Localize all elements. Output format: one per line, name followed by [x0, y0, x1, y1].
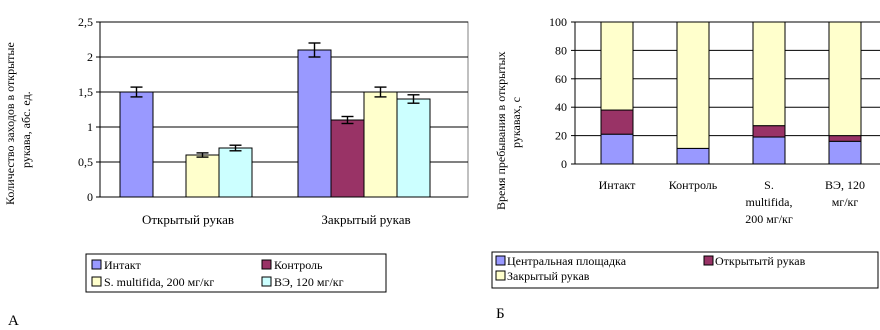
chart-a-tick-label: 1,5	[78, 85, 93, 99]
chart-b-category-label: мг/кг	[832, 195, 859, 209]
chart-a-legend-swatch	[91, 276, 102, 287]
panel-label-a: А	[8, 313, 19, 329]
chart-a-ylabel-line2: рукава, абс. ед.	[19, 91, 33, 168]
chart-b-tick-label: 40	[555, 100, 567, 114]
chart-a-bar	[363, 91, 398, 198]
chart-b-tick-label: 20	[555, 129, 567, 143]
chart-a-tick-label: 1	[87, 120, 93, 134]
chart-b-category-label: S.	[764, 178, 774, 192]
chart-a-bars	[119, 42, 431, 198]
chart-b-bar-segment	[828, 135, 862, 142]
chart-a-y-ticks: 0 0,5 1 1,5 2 2,5	[78, 15, 100, 204]
chart-a-bar	[330, 119, 365, 198]
chart-b-bar-segment	[752, 125, 786, 138]
chart-b-bar-segment	[752, 136, 786, 165]
chart-a-legend-swatch	[91, 259, 102, 270]
chart-b-legend-label: Закрытый рукав	[507, 269, 590, 283]
chart-a-tick-label: 2,5	[78, 15, 93, 29]
chart-b-bar-segment	[828, 140, 862, 165]
chart-b-bar-segment	[676, 21, 710, 149]
chart-b-bar-segment	[752, 21, 786, 127]
chart-a-legend	[85, 253, 387, 293]
chart-a-legend-swatch	[261, 276, 272, 287]
chart-a-tick-label: 0	[87, 190, 93, 204]
chart-a-legend-label: ВЭ, 120 мг/кг	[274, 275, 344, 289]
chart-b-legend-items: Центральная площадка Открытытй рукав Закры…	[495, 254, 806, 283]
chart-a-bar	[396, 98, 431, 198]
chart-a-legend-label: Интакт	[104, 258, 141, 272]
chart-b-ylabel: Время пребывания в открытых	[494, 51, 508, 210]
chart-a: Количество заходов в открытые 0 0,5 1 1,5 2 2…	[3, 15, 469, 329]
chart-a-tick-label: 0,5	[78, 155, 93, 169]
chart-b-tick-label: 80	[555, 43, 567, 57]
chart-b-bar-segment	[600, 109, 634, 135]
chart-b-tick-label: 0	[561, 157, 567, 171]
chart-a-x-labels: Открытый рукав Закрытый рукав	[142, 212, 411, 227]
chart-b-category-label: ВЭ, 120	[825, 178, 865, 192]
chart-a-ylabel-line1: Количество заходов в открытые	[3, 42, 17, 205]
chart-b-bar-segment	[676, 147, 710, 165]
chart-a-bar	[218, 147, 253, 198]
chart-b-bar-segment	[600, 21, 634, 111]
panel-label-b: Б	[496, 306, 505, 322]
chart-b-legend-label: Открытытй рукав	[715, 254, 806, 268]
chart-b-category-label: Контроль	[669, 178, 718, 192]
chart-b-legend-swatch	[495, 255, 506, 266]
chart-a-legend-label: Контроль	[274, 258, 323, 272]
chart-b-category-label: multifida,	[746, 195, 793, 209]
chart-b: Время пребывания в открытых 0 20 40 60 80 100…	[491, 15, 880, 322]
chart-a-legend-swatch	[261, 259, 272, 270]
chart-b-legend-swatch	[703, 255, 714, 266]
chart-a-bar	[119, 91, 154, 198]
chart-b-tick-label: 100	[549, 15, 567, 29]
chart-b-bars	[600, 21, 862, 165]
chart-b-ylabel-line2: рукавах, с	[509, 97, 523, 148]
chart-b-legend-label: Центральная площадка	[507, 254, 627, 268]
chart-b-bar-segment	[828, 21, 862, 137]
chart-a-category-label: Открытый рукав	[142, 212, 234, 227]
chart-b-x-labels: Интакт Контроль S. multifida, 200 мг/кг ВЭ, 1…	[599, 178, 865, 226]
chart-b-category-label: 200 мг/кг	[745, 212, 793, 226]
chart-a-legend-label: S. multifida, 200 мг/кг	[104, 275, 214, 289]
chart-a-tick-label: 2	[87, 50, 93, 64]
chart-a-bar	[297, 49, 332, 198]
chart-b-y-ticks: 0 20 40 60 80 100	[549, 15, 575, 171]
chart-b-category-label: Интакт	[599, 178, 636, 192]
chart-b-legend-swatch	[495, 270, 506, 281]
chart-b-tick-label: 60	[555, 72, 567, 86]
chart-a-category-label: Закрытый рукав	[321, 212, 410, 227]
chart-a-bar	[185, 154, 220, 198]
chart-b-bar-segment	[600, 133, 634, 165]
chart-b-legend	[491, 251, 879, 289]
chart-a-legend-items: Интакт Контроль S. multifida, 200 мг/кг ВЭ,…	[91, 258, 344, 289]
